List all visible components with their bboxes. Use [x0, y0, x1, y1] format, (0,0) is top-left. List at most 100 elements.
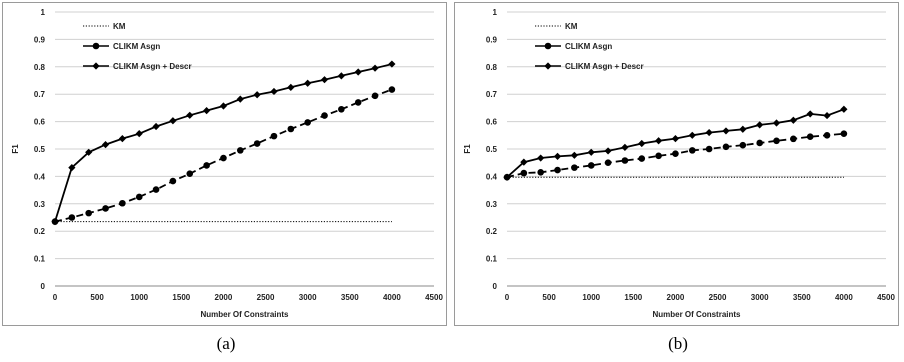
- data-point: [270, 132, 278, 140]
- data-point: [688, 147, 696, 154]
- line-chart-a: 0 0.1 0.2 0.3 0.4 0.5 0.6 0.7 0.8 0.9 1 0 500 1000 150…: [11, 8, 443, 319]
- data-point: [671, 134, 680, 143]
- data-point: [587, 162, 595, 169]
- x-axis-label: Number Of Constraints: [652, 310, 741, 319]
- x-tick-label: 2500: [709, 293, 727, 302]
- chart-frame-b: [454, 2, 899, 326]
- data-point: [101, 141, 110, 149]
- data-point: [520, 169, 528, 177]
- y-tick-label: 0.5: [34, 145, 46, 154]
- data-point: [85, 209, 92, 217]
- data-point: [236, 147, 244, 154]
- y-tick-label: 0.1: [34, 255, 46, 264]
- x-tick-label: 2000: [215, 293, 233, 302]
- x-tick-label: 3000: [751, 293, 769, 302]
- data-point: [321, 112, 328, 119]
- x-tick-label: 500: [542, 293, 556, 302]
- data-point: [672, 150, 679, 157]
- x-tick-label: 0: [505, 293, 510, 302]
- data-point: [722, 143, 730, 151]
- data-point: [790, 135, 797, 143]
- data-point: [51, 218, 59, 226]
- data-point: [756, 121, 764, 129]
- data-point: [739, 141, 747, 149]
- data-point: [772, 119, 781, 127]
- chart-panel-a: 0 0.1 0.2 0.3 0.4 0.5 0.6 0.7 0.8 0.9 1 0 500 1000 150…: [2, 2, 447, 353]
- x-tick-label: 3000: [299, 293, 317, 302]
- data-point: [537, 168, 544, 176]
- y-tick-label: 0.7: [34, 90, 46, 99]
- legend-marker: [544, 62, 552, 70]
- data-point: [722, 127, 730, 135]
- y-tick-label: 0.2: [486, 227, 498, 236]
- data-point: [840, 130, 848, 137]
- data-point: [655, 137, 663, 145]
- data-point: [220, 154, 227, 162]
- x-tick-label: 0: [53, 293, 58, 302]
- data-point: [354, 99, 362, 106]
- data-point: [604, 147, 612, 155]
- data-point: [587, 148, 595, 156]
- data-point: [253, 91, 261, 99]
- line-chart-b: 0 0.1 0.2 0.3 0.4 0.5 0.6 0.7 0.8 0.9 1 0 500 1000 150…: [463, 8, 895, 319]
- data-point: [806, 133, 814, 140]
- x-tick-label: 2500: [257, 293, 275, 302]
- legend-entry: KM: [565, 22, 578, 31]
- data-point: [203, 107, 211, 115]
- data-point: [553, 152, 562, 160]
- y-tick-label: 0.9: [34, 35, 46, 44]
- y-tick-label: 0.8: [34, 63, 46, 72]
- data-point: [102, 205, 109, 212]
- y-tick-label: 0: [493, 282, 498, 291]
- legend-marker: [544, 42, 552, 50]
- data-point: [604, 159, 612, 166]
- data-point: [119, 199, 126, 207]
- y-tick-label: 0.3: [34, 200, 46, 209]
- data-point: [789, 116, 797, 124]
- data-point: [68, 214, 76, 221]
- data-point: [169, 177, 177, 185]
- data-point: [537, 154, 545, 162]
- x-tick-label: 4500: [425, 293, 443, 302]
- data-point: [85, 148, 93, 156]
- data-point: [638, 139, 646, 148]
- legend-entry: CLIKM Asgn + Descr: [113, 62, 192, 71]
- data-point: [287, 83, 295, 91]
- y-tick-label: 0.4: [486, 172, 498, 181]
- data-point: [203, 162, 210, 169]
- y-tick-label: 0.4: [34, 172, 46, 181]
- data-point: [638, 155, 646, 162]
- data-point: [806, 110, 814, 118]
- data-point: [118, 134, 126, 143]
- legend-entry: KM: [113, 22, 126, 31]
- data-point: [186, 111, 194, 119]
- data-point: [354, 68, 362, 76]
- y-tick-label: 0.6: [486, 118, 498, 127]
- data-point: [219, 102, 228, 110]
- data-point: [655, 152, 662, 160]
- data-point: [152, 122, 160, 131]
- data-point: [388, 86, 396, 93]
- data-point: [337, 72, 345, 80]
- data-point: [688, 131, 696, 139]
- data-point: [705, 145, 713, 153]
- y-tick-label: 0.9: [486, 35, 498, 44]
- x-tick-label: 1500: [172, 293, 190, 302]
- chart-panel-b: 0 0.1 0.2 0.3 0.4 0.5 0.6 0.7 0.8 0.9 1 0 500 1000 150…: [452, 0, 904, 362]
- data-point: [823, 111, 831, 120]
- x-tick-label: 4000: [383, 293, 401, 302]
- legend-entry: CLIKM Asgn + Descr: [565, 62, 644, 71]
- data-point: [621, 157, 629, 164]
- y-tick-label: 0.8: [486, 63, 498, 72]
- data-point: [705, 128, 713, 137]
- data-point: [388, 60, 396, 68]
- chart-caption-a: (a): [216, 334, 236, 353]
- data-point: [503, 173, 511, 181]
- x-tick-label: 1000: [582, 293, 600, 302]
- y-tick-label: 1: [493, 8, 498, 17]
- data-point: [135, 130, 143, 138]
- legend-entry: CLIKM Asgn: [565, 42, 612, 51]
- x-tick-label: 3500: [341, 293, 359, 302]
- y-tick-label: 0.1: [486, 255, 498, 264]
- data-point: [135, 193, 143, 201]
